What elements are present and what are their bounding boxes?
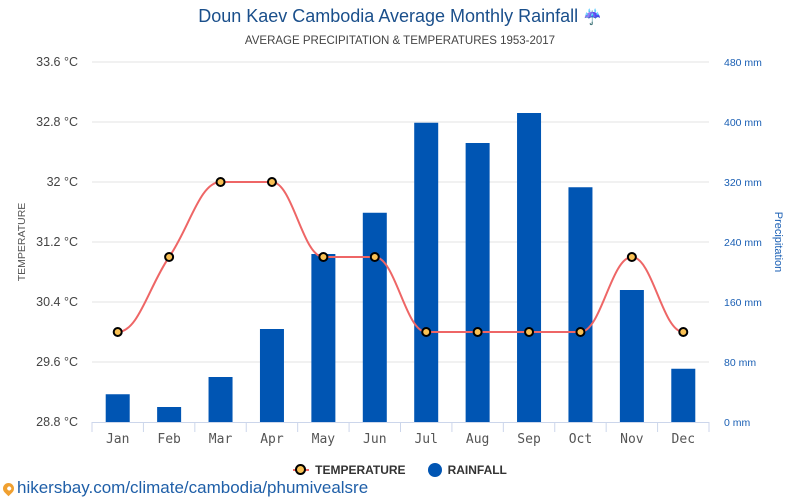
x-tick-label: Dec [672, 432, 695, 447]
x-tick-label: May [312, 432, 336, 447]
x-tick-label: Jul [414, 432, 437, 447]
temperature-point-nov[interactable] [626, 252, 637, 262]
rainfall-bar-jan[interactable] [105, 394, 130, 422]
temperature-markers [112, 177, 689, 337]
y-left-tick-label: 29.6 °C [36, 355, 78, 369]
legend-label-temperature: TEMPERATURE [315, 463, 406, 477]
legend-item-rainfall[interactable]: RAINFALL [427, 463, 507, 477]
temperature-point-dec[interactable] [678, 327, 689, 337]
x-tick-label: Sep [517, 432, 541, 447]
temperature-point-aug[interactable] [472, 327, 483, 337]
x-tick-label: Aug [466, 432, 489, 447]
y-left-tick-label: 32 °C [47, 175, 78, 189]
rainfall-bar-jun[interactable] [362, 212, 387, 422]
y-axis-left: 28.8 °C 29.6 °C 30.4 °C 31.2 °C 32 °C 32.8 °C… [36, 55, 78, 429]
rainfall-bar-jul[interactable] [414, 122, 439, 422]
chart-title-text: Doun Kaev Cambodia Average Monthly Rainf… [198, 6, 579, 26]
gridlines [92, 61, 709, 363]
legend: TEMPERATURE RAINFALL [0, 463, 800, 477]
temperature-point-feb[interactable] [164, 252, 175, 262]
rainfall-bar-mar[interactable] [208, 377, 233, 422]
rainfall-bars [105, 113, 696, 422]
temperature-point-jan[interactable] [112, 327, 123, 337]
temperature-point-jul[interactable] [421, 327, 432, 337]
y-right-tick-label: 240 mm [724, 237, 762, 249]
temperature-point-may[interactable] [318, 252, 329, 262]
x-tick-label: Jan [106, 432, 129, 447]
y-right-tick-label: 320 mm [724, 177, 762, 189]
umbrella-rain-icon: ☔ [583, 9, 602, 26]
x-tick-label: Mar [209, 432, 233, 447]
legend-label-rainfall: RAINFALL [447, 463, 507, 477]
rainfall-bar-sep[interactable] [517, 113, 542, 422]
y-axis-right: 0 mm 80 mm 160 mm 240 mm 320 mm 400 mm 480 mm [724, 57, 762, 429]
circle-icon [427, 463, 442, 477]
temperature-point-sep[interactable] [524, 327, 535, 337]
x-tick-label: Apr [260, 432, 284, 447]
x-tick-label: Nov [620, 432, 644, 447]
legend-item-temperature[interactable]: TEMPERATURE [293, 463, 406, 477]
y-right-tick-label: 400 mm [724, 117, 762, 129]
x-tick-label: Jun [363, 432, 386, 447]
rainfall-bar-may[interactable] [311, 254, 336, 422]
x-tick-label: Feb [157, 432, 181, 447]
line-marker-icon [293, 464, 310, 476]
chart-canvas: 28.8 °C 29.6 °C 30.4 °C 31.2 °C 32 °C 32.8 °C… [16, 55, 784, 447]
y-left-tick-label: 30.4 °C [36, 295, 78, 309]
rainfall-bar-dec[interactable] [671, 368, 696, 422]
y-right-tick-label: 0 mm [724, 417, 751, 429]
rainfall-bar-nov[interactable] [619, 290, 644, 422]
map-pin-icon [0, 480, 17, 496]
x-tick-label: Oct [569, 432, 592, 447]
temperature-line [117, 181, 684, 333]
source-link-text: hikersbay.com/climate/cambodia/phumiveal… [17, 478, 369, 497]
temperature-point-mar[interactable] [215, 177, 226, 187]
y-left-tick-label: 33.6 °C [36, 55, 78, 69]
temperature-point-jun[interactable] [369, 252, 380, 262]
y-left-tick-label: 32.8 °C [36, 115, 78, 129]
rainfall-bar-apr[interactable] [259, 329, 284, 422]
chart-title: Doun Kaev Cambodia Average Monthly Rainf… [0, 6, 800, 27]
y-axis-right-title: Precipitation [772, 212, 784, 273]
temperature-point-apr[interactable] [266, 177, 277, 187]
y-right-tick-label: 80 mm [724, 357, 756, 369]
rainfall-bar-feb[interactable] [157, 407, 182, 422]
y-left-tick-label: 28.8 °C [36, 415, 78, 429]
y-right-tick-label: 480 mm [724, 57, 762, 69]
y-right-tick-label: 160 mm [724, 297, 762, 309]
source-link[interactable]: hikersbay.com/climate/cambodia/phumiveal… [0, 478, 369, 498]
x-axis: Jan Feb Mar Apr May Jun Jul Aug Sep Oct Nov Dec [91, 422, 710, 447]
rainfall-bar-aug[interactable] [465, 143, 490, 422]
y-left-tick-label: 31.2 °C [36, 235, 78, 249]
chart-subtitle: AVERAGE PRECIPITATION & TEMPERATURES 195… [244, 35, 556, 47]
y-axis-left-title: TEMPERATURE [16, 203, 28, 282]
rainfall-bar-oct[interactable] [568, 187, 593, 422]
temperature-point-oct[interactable] [575, 327, 586, 337]
